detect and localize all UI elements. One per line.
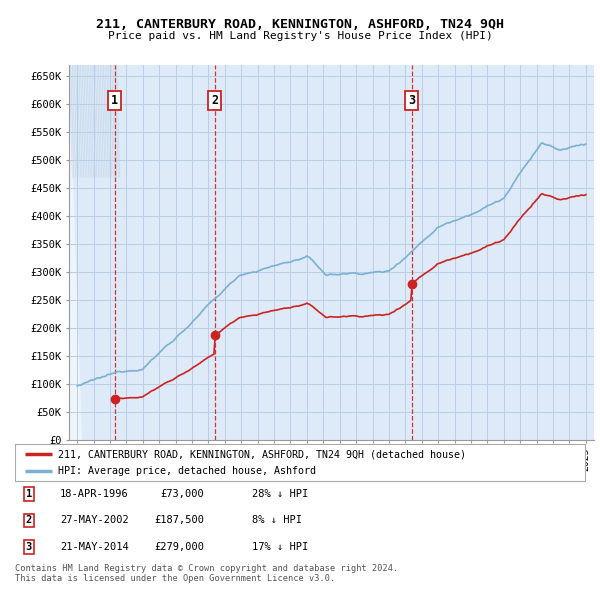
Text: 3: 3: [26, 542, 32, 552]
Text: Contains HM Land Registry data © Crown copyright and database right 2024.
This d: Contains HM Land Registry data © Crown c…: [15, 563, 398, 583]
Text: £279,000: £279,000: [154, 542, 204, 552]
Text: Price paid vs. HM Land Registry's House Price Index (HPI): Price paid vs. HM Land Registry's House …: [107, 31, 493, 41]
Text: 3: 3: [408, 94, 415, 107]
Text: £73,000: £73,000: [160, 489, 204, 499]
Text: 18-APR-1996: 18-APR-1996: [60, 489, 129, 499]
Polygon shape: [69, 65, 82, 440]
Text: 1: 1: [26, 489, 32, 499]
Text: 2: 2: [211, 94, 218, 107]
Text: 211, CANTERBURY ROAD, KENNINGTON, ASHFORD, TN24 9QH: 211, CANTERBURY ROAD, KENNINGTON, ASHFOR…: [96, 18, 504, 31]
Text: 211, CANTERBURY ROAD, KENNINGTON, ASHFORD, TN24 9QH (detached house): 211, CANTERBURY ROAD, KENNINGTON, ASHFOR…: [58, 449, 466, 459]
Text: 27-MAY-2002: 27-MAY-2002: [60, 516, 129, 525]
Text: £187,500: £187,500: [154, 516, 204, 525]
Text: HPI: Average price, detached house, Ashford: HPI: Average price, detached house, Ashf…: [58, 466, 316, 476]
Text: 21-MAY-2014: 21-MAY-2014: [60, 542, 129, 552]
Text: 2: 2: [26, 516, 32, 525]
Text: 28% ↓ HPI: 28% ↓ HPI: [252, 489, 308, 499]
Text: 17% ↓ HPI: 17% ↓ HPI: [252, 542, 308, 552]
Text: 8% ↓ HPI: 8% ↓ HPI: [252, 516, 302, 525]
Text: 1: 1: [111, 94, 118, 107]
